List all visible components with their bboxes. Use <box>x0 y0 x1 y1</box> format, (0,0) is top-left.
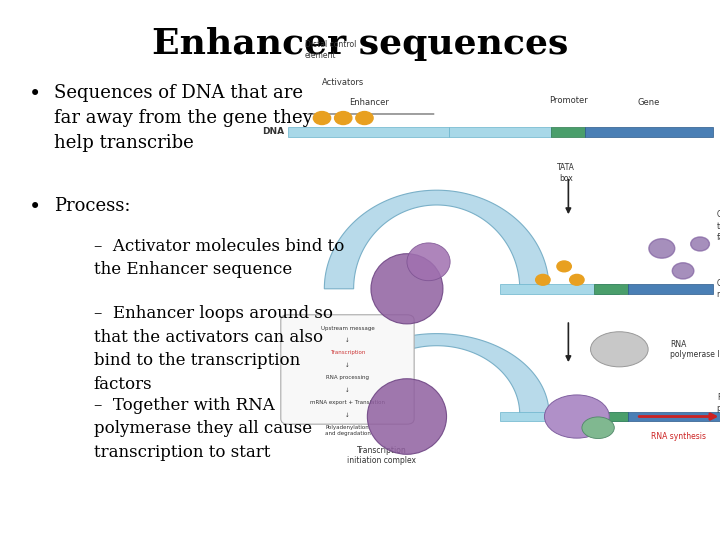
FancyBboxPatch shape <box>594 284 628 294</box>
Text: ↓: ↓ <box>345 413 350 417</box>
FancyBboxPatch shape <box>552 127 585 137</box>
Circle shape <box>356 112 373 125</box>
Circle shape <box>570 274 584 285</box>
FancyBboxPatch shape <box>281 315 414 424</box>
Text: Promoter: Promoter <box>549 96 588 105</box>
Text: Enhancer sequences: Enhancer sequences <box>152 27 568 61</box>
Text: RNA synthesis: RNA synthesis <box>652 432 706 441</box>
Text: Distal control
element: Distal control element <box>305 40 356 60</box>
Text: ↓: ↓ <box>345 388 350 393</box>
Text: Enhancer: Enhancer <box>348 98 389 107</box>
Text: RNA processing: RNA processing <box>326 375 369 380</box>
Text: mRNA export + Translation: mRNA export + Translation <box>310 400 385 405</box>
Text: –  Activator molecules bind to
the Enhancer sequence: – Activator molecules bind to the Enhanc… <box>94 238 344 278</box>
Text: DNA: DNA <box>261 127 284 137</box>
Circle shape <box>313 112 330 125</box>
Text: Activators: Activators <box>322 78 364 87</box>
Text: General
transcription
factors: General transcription factors <box>717 211 720 241</box>
Text: TATA
box: TATA box <box>557 163 575 183</box>
Text: Transcription: Transcription <box>330 350 365 355</box>
Text: •: • <box>29 197 41 217</box>
Text: Transcription
initiation complex: Transcription initiation complex <box>347 446 416 465</box>
FancyBboxPatch shape <box>449 127 552 137</box>
Circle shape <box>649 239 675 258</box>
Text: –  Enhancer loops around so
that the activators can also
bind to the transcripti: – Enhancer loops around so that the acti… <box>94 305 333 393</box>
Text: RNA
polymerase II: RNA polymerase II <box>717 393 720 413</box>
Ellipse shape <box>367 379 446 454</box>
Circle shape <box>690 237 709 251</box>
Text: ↓: ↓ <box>345 338 350 343</box>
FancyBboxPatch shape <box>585 127 713 137</box>
Ellipse shape <box>371 254 443 324</box>
Circle shape <box>557 261 572 272</box>
Text: Group of
mediator proteins: Group of mediator proteins <box>717 279 720 299</box>
Text: RNA
polymerase II: RNA polymerase II <box>670 340 720 359</box>
FancyBboxPatch shape <box>500 411 628 421</box>
Text: Polyadenylation
and degradation: Polyadenylation and degradation <box>325 425 370 436</box>
Text: •: • <box>29 84 41 104</box>
Ellipse shape <box>407 243 450 281</box>
Ellipse shape <box>544 395 609 438</box>
FancyBboxPatch shape <box>288 127 449 137</box>
Polygon shape <box>324 190 549 289</box>
FancyBboxPatch shape <box>594 411 628 421</box>
Circle shape <box>335 112 352 125</box>
Text: ↓: ↓ <box>345 363 350 368</box>
FancyBboxPatch shape <box>628 411 720 421</box>
FancyBboxPatch shape <box>500 284 619 294</box>
FancyBboxPatch shape <box>628 284 713 294</box>
Text: Process:: Process: <box>54 197 130 215</box>
Text: Gene: Gene <box>638 98 660 107</box>
Circle shape <box>536 274 550 285</box>
Text: –  Together with RNA
polymerase they all cause
transcription to start: – Together with RNA polymerase they all … <box>94 397 312 461</box>
Text: Upstream message: Upstream message <box>320 326 374 330</box>
Ellipse shape <box>590 332 648 367</box>
Text: Sequences of DNA that are
far away from the gene they
help transcribe: Sequences of DNA that are far away from … <box>54 84 312 152</box>
Polygon shape <box>324 334 549 414</box>
Ellipse shape <box>582 417 614 438</box>
Circle shape <box>672 263 694 279</box>
